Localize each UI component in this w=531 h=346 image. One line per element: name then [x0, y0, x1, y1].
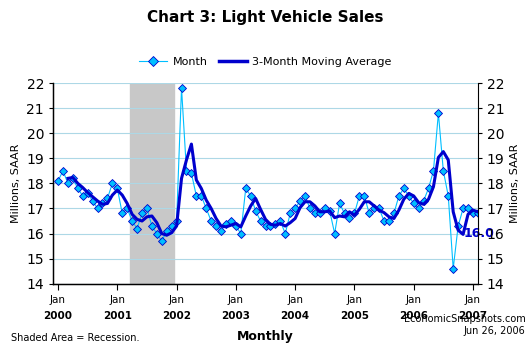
Text: Jan: Jan [465, 295, 481, 305]
Y-axis label: Millions, SAAR: Millions, SAAR [510, 144, 520, 223]
Month [450, 267, 456, 271]
Y-axis label: Millions, SAAR: Millions, SAAR [11, 144, 21, 223]
Line: 3-Month Moving Average: 3-Month Moving Average [68, 144, 498, 235]
Text: 16.0: 16.0 [463, 227, 494, 240]
Text: 2007: 2007 [458, 311, 487, 321]
Line: Month: Month [55, 85, 500, 272]
Text: Jan: Jan [287, 295, 303, 305]
Legend: Month, 3-Month Moving Average: Month, 3-Month Moving Average [135, 52, 396, 71]
Text: Jan: Jan [168, 295, 185, 305]
Month [435, 111, 442, 115]
Text: Jan: Jan [406, 295, 422, 305]
Text: 2000: 2000 [44, 311, 73, 321]
Text: 2004: 2004 [280, 311, 310, 321]
Text: 2003: 2003 [221, 311, 250, 321]
Month [485, 206, 491, 210]
Bar [130, 83, 174, 284]
Month [114, 186, 121, 190]
3-Month Moving Average [114, 188, 121, 192]
3-Month Moving Average [188, 142, 194, 146]
Month [193, 194, 200, 198]
3-Month Moving Average [430, 185, 436, 189]
Text: 2005: 2005 [340, 311, 369, 321]
3-Month Moving Average [475, 210, 481, 214]
Text: Jan: Jan [50, 295, 66, 305]
Text: Monthly: Monthly [237, 329, 294, 343]
Month [178, 86, 185, 90]
Text: Jan: Jan [228, 295, 244, 305]
Text: 2006: 2006 [399, 311, 428, 321]
Text: Jan: Jan [346, 295, 363, 305]
Text: Shaded Area = Recession.: Shaded Area = Recession. [11, 333, 139, 343]
Month [55, 179, 61, 183]
Month [366, 211, 372, 216]
Text: 2002: 2002 [162, 311, 191, 321]
3-Month Moving Average [421, 202, 427, 206]
Month [425, 186, 432, 190]
3-Month Moving Average [361, 200, 367, 204]
3-Month Moving Average [494, 217, 501, 221]
Text: Chart 3: Light Vehicle Sales: Chart 3: Light Vehicle Sales [147, 10, 384, 25]
Text: Jan: Jan [109, 295, 125, 305]
Text: 2001: 2001 [103, 311, 132, 321]
Text: EconomicSnapshots.com
Jun 26, 2006: EconomicSnapshots.com Jun 26, 2006 [404, 314, 526, 336]
Month [494, 231, 501, 236]
